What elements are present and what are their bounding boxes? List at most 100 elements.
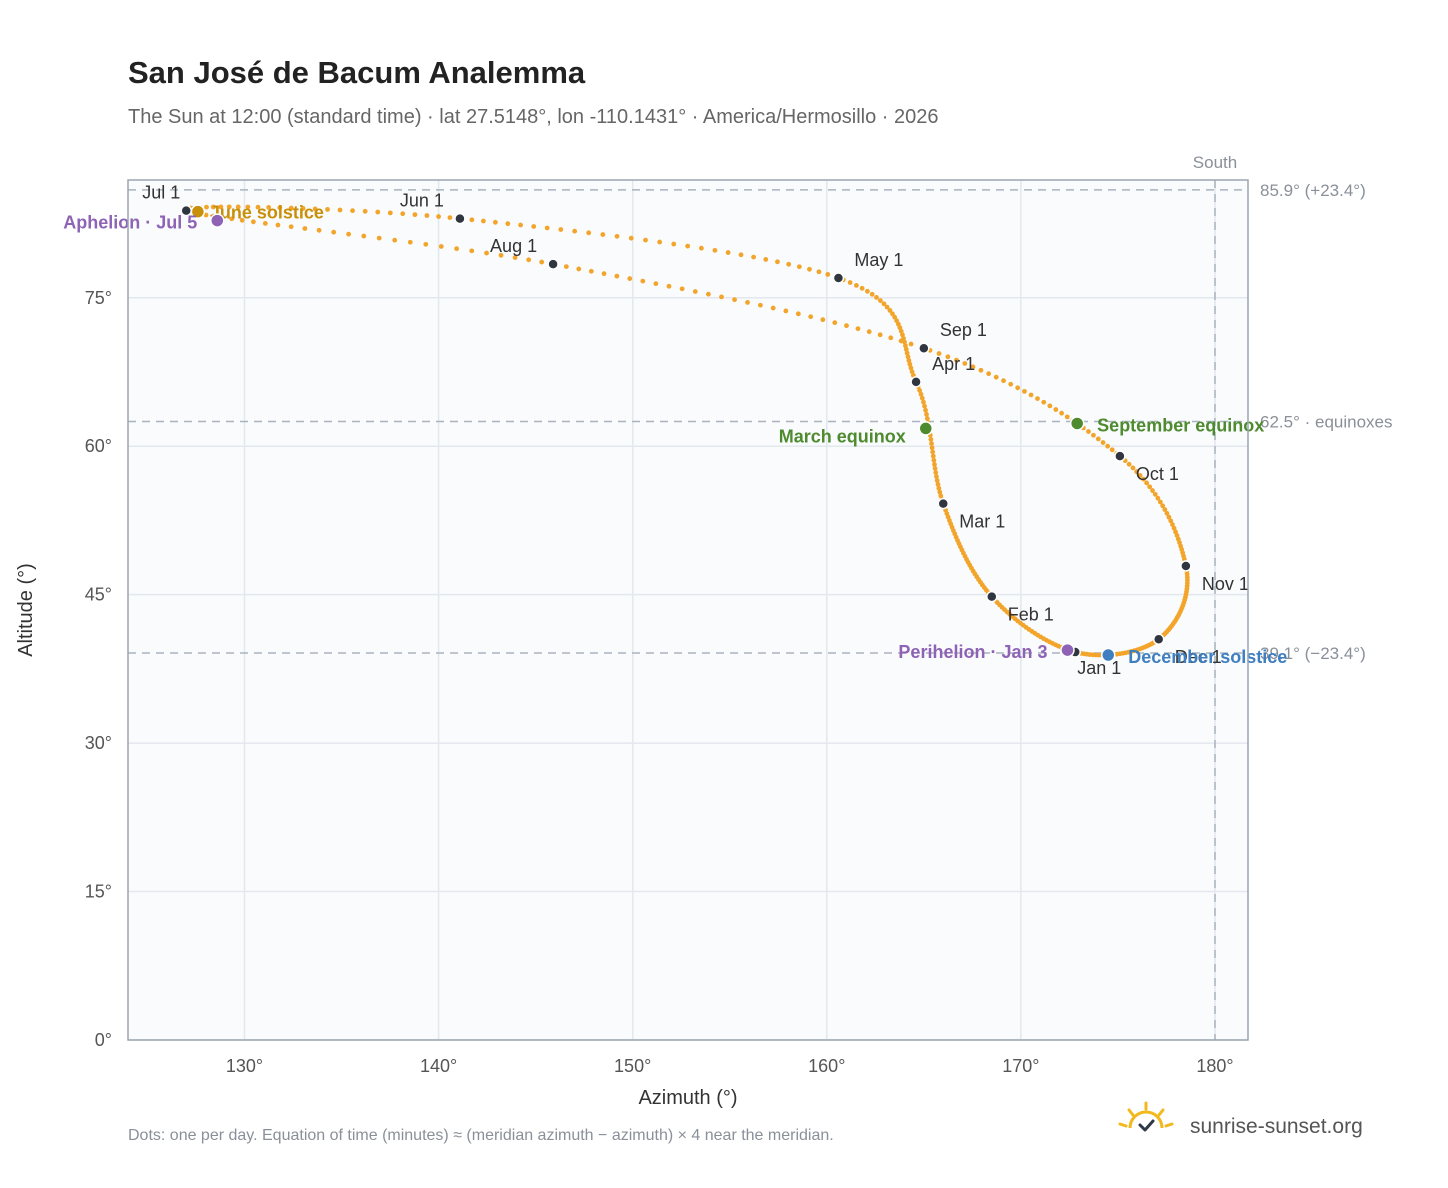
x-tick-label: 140° [420, 1056, 457, 1076]
daily-sun-dot [640, 278, 646, 284]
daily-sun-dot [657, 239, 663, 245]
event-label: March equinox [779, 426, 906, 446]
daily-sun-dot [210, 204, 216, 210]
daily-sun-dot [932, 466, 938, 471]
daily-sun-dot [929, 441, 934, 447]
daily-sun-dot [908, 341, 914, 347]
y-tick-label: 30° [85, 733, 112, 753]
daily-sun-dot [1166, 514, 1172, 520]
event-marker [190, 204, 206, 219]
daily-sun-dot [1144, 480, 1150, 486]
daily-sun-dot [277, 205, 283, 211]
daily-sun-dot [1162, 507, 1168, 512]
event-marker [1069, 416, 1085, 431]
month-label: Mar 1 [959, 512, 1005, 532]
daily-sun-dot [255, 204, 261, 210]
daily-sun-dot [423, 241, 429, 247]
daily-sun-dot [905, 354, 911, 360]
x-tick-label: 160° [808, 1056, 845, 1076]
daily-sun-dot [934, 474, 939, 479]
daily-sun-dot [563, 264, 569, 269]
daily-sun-dot [666, 283, 672, 289]
daily-sun-dot [558, 227, 564, 232]
daily-sun-dot [614, 233, 620, 239]
daily-sun-dot [931, 457, 937, 463]
month-marker [832, 272, 845, 284]
daily-sun-dot [909, 369, 915, 375]
reference-label: 62.5° · equinoxes [1260, 412, 1393, 431]
brand-name[interactable]: sunrise-sunset.org [1190, 1115, 1363, 1138]
daily-sun-dot [337, 207, 343, 213]
daily-sun-dot [935, 482, 941, 487]
daily-sun-dot [300, 206, 306, 211]
month-label: Aug 1 [490, 236, 537, 256]
daily-sun-dot [887, 308, 893, 313]
daily-sun-dot [245, 204, 251, 210]
x-tick-label: 180° [1196, 1056, 1233, 1076]
daily-sun-dot [218, 204, 224, 210]
event-label: December solstice [1128, 647, 1287, 667]
daily-sun-dot [928, 437, 934, 442]
x-tick-label: 130° [226, 1056, 263, 1076]
daily-sun-dot [922, 403, 927, 409]
daily-sun-dot [853, 282, 859, 288]
daily-sun-dot [1137, 473, 1143, 478]
daily-sun-dot [864, 288, 870, 294]
daily-sun-dot [588, 268, 594, 274]
daily-sun-dot [763, 257, 769, 262]
daily-sun-dot [266, 204, 272, 210]
reference-label: 39.1° (−23.4°) [1260, 644, 1366, 663]
daily-sun-dot [1150, 488, 1155, 493]
month-marker [986, 590, 998, 603]
reference-label: 85.9° (+23.4°) [1260, 181, 1366, 200]
daily-sun-dot [275, 222, 281, 228]
daily-sun-dot [671, 241, 677, 247]
daily-sun-dot [938, 493, 944, 499]
daily-sun-dot [751, 254, 757, 260]
daily-sun-dot [512, 255, 518, 260]
y-tick-label: 0° [95, 1030, 112, 1050]
month-label: May 1 [854, 250, 903, 270]
month-label: Jul 1 [142, 183, 180, 203]
daily-sun-dot [855, 326, 861, 332]
daily-sun-dot [986, 371, 992, 377]
daily-sun-dot [770, 305, 776, 311]
daily-sun-dot [576, 266, 582, 272]
reference-lines: 85.9° (+23.4°) 62.5° · equinoxes 39.1° (−2… [128, 153, 1393, 1040]
daily-sun-dot [725, 250, 731, 255]
daily-sun-dot [653, 281, 659, 287]
daily-sun-dot [288, 224, 294, 230]
month-label: Apr 1 [932, 354, 975, 374]
daily-sun-dot [796, 264, 802, 270]
y-axis-title: Altitude (°) [15, 563, 37, 657]
daily-sun-dot [454, 246, 460, 252]
daily-sun-dot [1157, 499, 1163, 505]
daily-sun-dot [993, 374, 999, 380]
daily-sun-dot [808, 314, 814, 320]
meridian-label: South [1193, 153, 1237, 172]
daily-sun-dot [847, 280, 853, 285]
daily-sun-dot [518, 222, 524, 228]
daily-sun-dot [954, 357, 959, 363]
daily-sun-dot [484, 250, 489, 256]
y-tick-label: 75° [85, 288, 112, 308]
daily-sun-dot [346, 231, 352, 237]
daily-sun-dot [400, 211, 406, 217]
daily-sun-dot [586, 230, 592, 236]
month-marker [1114, 450, 1126, 462]
event-marker [918, 421, 934, 436]
daily-sun-dot [235, 204, 241, 210]
daily-sun-dot [934, 478, 940, 483]
daily-sun-dot [628, 235, 634, 241]
daily-sun-dot [1091, 432, 1096, 438]
daily-sun-dot [936, 485, 942, 491]
daily-sun-dot [924, 416, 930, 421]
daily-sun-dot [375, 209, 381, 215]
month-label: Oct 1 [1136, 464, 1179, 484]
daily-sun-dot [906, 358, 912, 363]
daily-sun-dot [1001, 378, 1006, 384]
daily-sun-dot [1015, 385, 1021, 391]
daily-sun-dot [884, 304, 890, 310]
daily-sun-dot [917, 387, 923, 393]
